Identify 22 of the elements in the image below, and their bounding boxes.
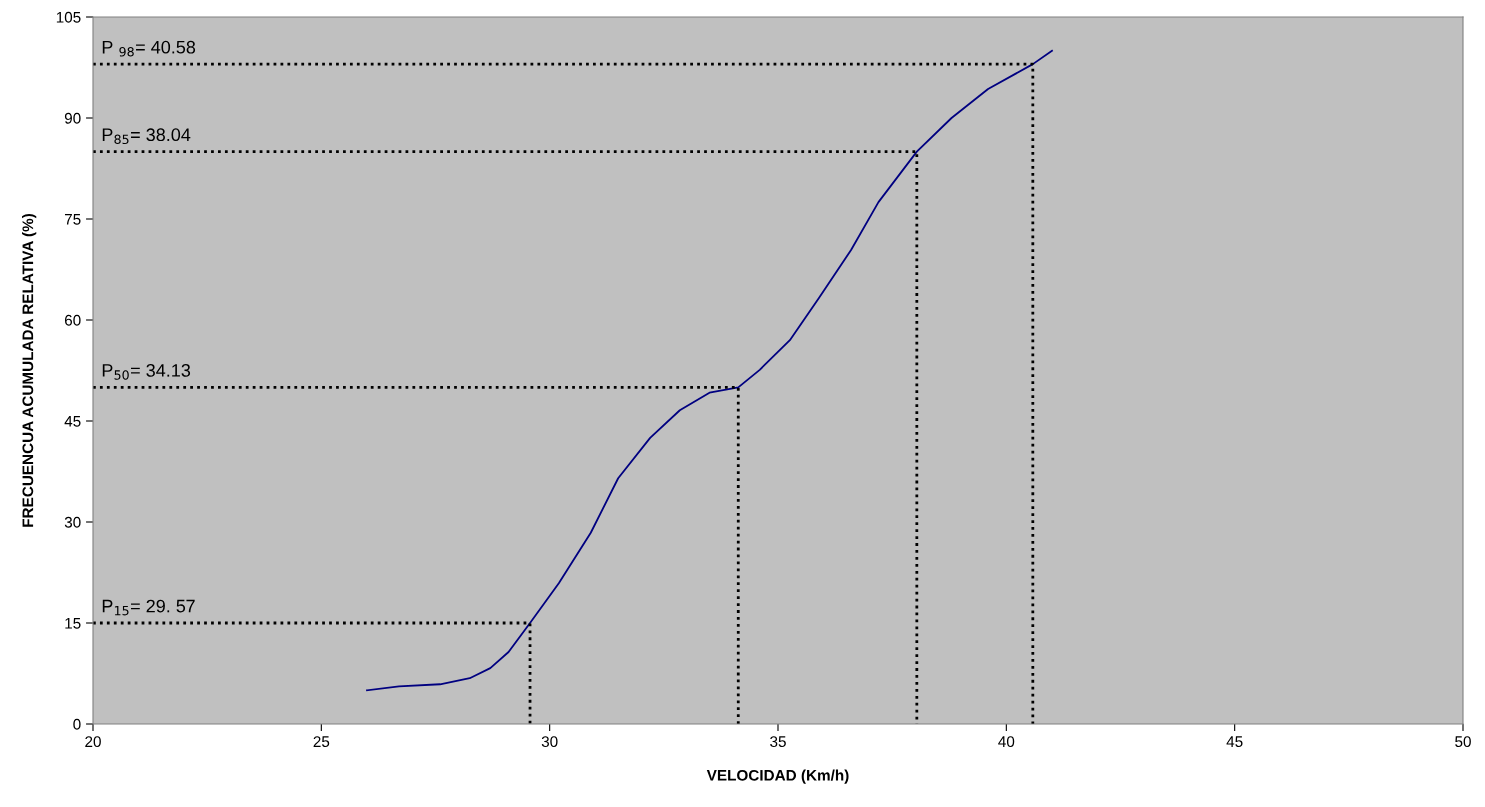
line-series [366,49,1053,692]
y-tick-label: 15 [65,618,81,629]
y-tick-label: 45 [64,416,81,427]
annotation: P$_{50}$= 34.13 [102,364,191,380]
x-tick-label: 40 [998,736,1015,748]
annotation: P$_{85}$= 38.04 [102,128,191,145]
y-tick-label: 60 [64,314,81,326]
x-tick-label: 30 [541,736,558,748]
x-axis-title: VELOCIDAD (Km/h) [706,769,849,784]
y-tick-label: 90 [64,112,81,124]
x-tick-label: 25 [313,736,330,748]
y-axis-title: FRECUENCUA ACUMULADA RELATIVA (%) [22,213,37,527]
x-tick-label: 20 [85,736,101,748]
x-tick-label: 35 [770,736,786,748]
x-tick-label: 45 [1226,736,1243,748]
y-tick-label: 30 [64,516,81,528]
annotation: P$_{15}$= 29. 57 [102,599,195,616]
x-tick-label: 50 [1455,736,1471,748]
y-tick-label: 0 [73,718,81,730]
y-tick-label: 105 [56,11,81,23]
annotation: P $_{98}$= 40.58 [102,40,196,57]
y-tick-label: 75 [64,214,81,225]
